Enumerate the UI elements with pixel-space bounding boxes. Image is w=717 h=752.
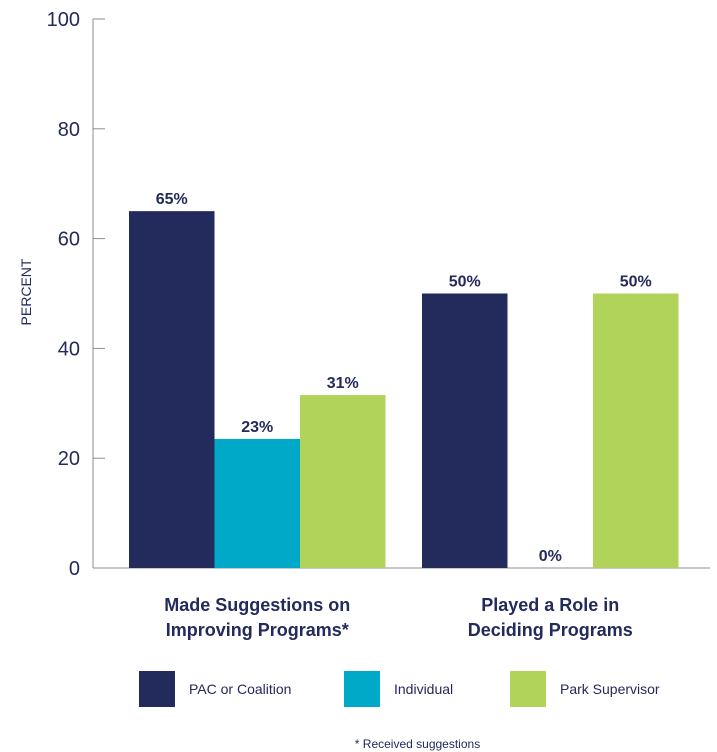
category-label: Improving Programs* xyxy=(166,620,349,640)
legend-item-individual: Individual xyxy=(344,671,453,707)
category-label: Made Suggestions on xyxy=(164,595,350,615)
legend-label-pac-or-coalition: PAC or Coalition xyxy=(189,681,292,697)
y-axis-title: PERCENT xyxy=(18,258,34,325)
bar xyxy=(214,438,300,568)
legend: PAC or Coalition Individual Park Supervi… xyxy=(0,671,717,707)
legend-item-pac-or-coalition: PAC or Coalition xyxy=(139,671,291,707)
legend-swatch-pac-or-coalition xyxy=(139,671,175,707)
legend-item-park-supervisor: Park Supervisor xyxy=(510,671,660,707)
data-labels: 65% 23% 31% 50% 0% 50% xyxy=(156,191,652,565)
category-label: Played a Role in xyxy=(481,595,619,615)
y-tick-label: 80 xyxy=(58,119,80,141)
footnote: * Received suggestions xyxy=(354,737,481,751)
bar xyxy=(300,395,386,568)
category-labels: Made Suggestions on Improving Programs* Pl… xyxy=(164,595,633,640)
bar-value-label: 23% xyxy=(241,419,273,436)
legend-swatch-park-supervisor xyxy=(510,671,546,707)
bar xyxy=(593,293,679,568)
axes: 0 20 40 60 80 100 PERCENT xyxy=(18,9,710,580)
bar xyxy=(422,293,508,568)
bar xyxy=(129,211,215,568)
bar-value-label: 50% xyxy=(449,274,481,291)
bar-value-label: 50% xyxy=(620,274,652,291)
category-label: Deciding Programs xyxy=(468,620,633,640)
y-tick-label: 40 xyxy=(58,338,80,360)
legend-label-individual: Individual xyxy=(394,681,454,697)
y-tick-label: 100 xyxy=(47,9,80,31)
y-tick-label: 20 xyxy=(58,448,80,470)
legend-label-park-supervisor: Park Supervisor xyxy=(560,681,660,697)
bar-value-label: 31% xyxy=(327,375,359,392)
y-tick-label: 0 xyxy=(69,558,80,580)
bar-value-label: 0% xyxy=(539,548,562,565)
legend-swatch-individual xyxy=(344,671,380,707)
y-tick-label: 60 xyxy=(58,229,80,251)
bars xyxy=(129,211,679,568)
bar-value-label: 65% xyxy=(156,191,188,208)
